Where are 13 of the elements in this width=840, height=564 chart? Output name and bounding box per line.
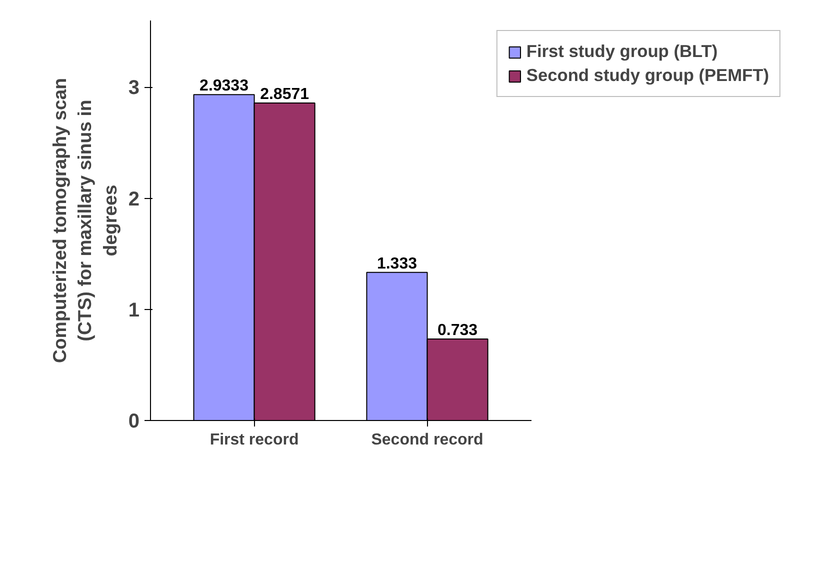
y-axis-title: Computerized tomography scan (CTS) for maxillary sinus in degrees: [48, 78, 120, 364]
data-label: 1.333: [376, 255, 418, 272]
y-tick-label: 3: [128, 77, 140, 100]
data-label: 2.8571: [260, 86, 310, 104]
y-tick-label: 0: [128, 410, 140, 432]
data-label: 2.9333: [200, 78, 249, 95]
legend-label: Second study group (PEMFT): [526, 65, 769, 86]
data-label: 0.733: [438, 322, 478, 340]
x-tick-label: First record: [210, 432, 299, 448]
y-tick-label: 1: [128, 299, 140, 322]
x-tick-label: Second record: [371, 432, 484, 448]
legend-label: First study group (BLT): [526, 41, 718, 62]
y-tick-label: 2: [128, 188, 140, 210]
